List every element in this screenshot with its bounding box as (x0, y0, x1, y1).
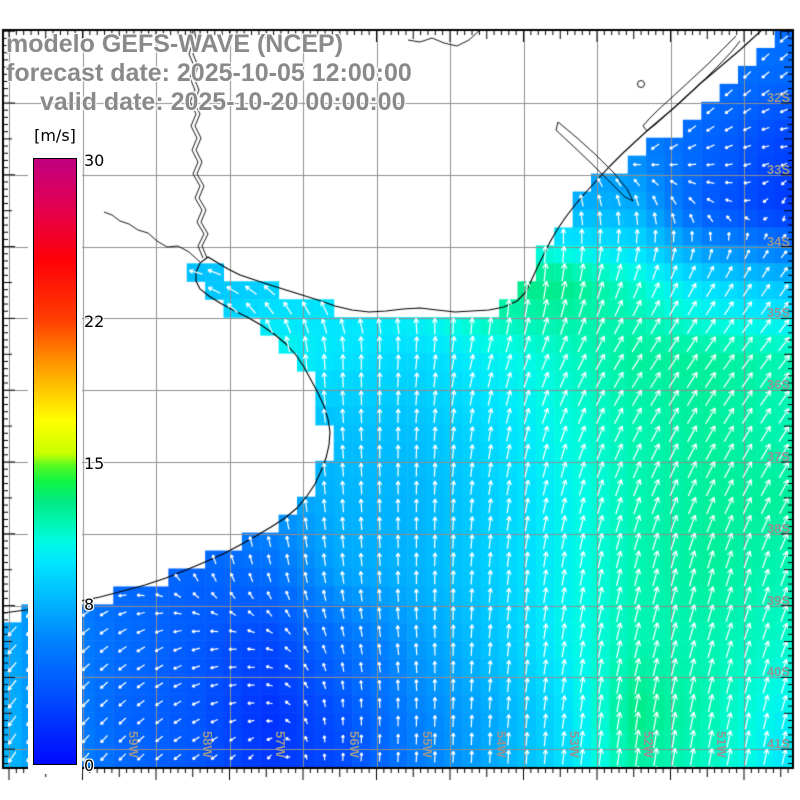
model-title: modelo GEFS-WAVE (NCEP) (6, 30, 344, 58)
colorbar-tick-label: 22 (84, 312, 105, 332)
colorbar-unit-label: [m/s] (34, 126, 76, 145)
title-block: modelo GEFS-WAVE (NCEP) forecast date: 2… (6, 30, 412, 117)
colorbar-tick-label: 15 (84, 453, 105, 473)
colorbar-tick-label: 0 (84, 756, 95, 775)
colorbar-tick-label: 8 (84, 594, 95, 614)
colorbar-tick-label: 30 (84, 151, 105, 170)
valid-date-line: valid date: 2025-10-20 00:00:00 (40, 88, 406, 116)
colorbar: [m/s] (28, 124, 82, 774)
colorbar-gradient (33, 158, 77, 765)
forecast-date-line: forecast date: 2025-10-05 12:00:00 (6, 59, 412, 87)
